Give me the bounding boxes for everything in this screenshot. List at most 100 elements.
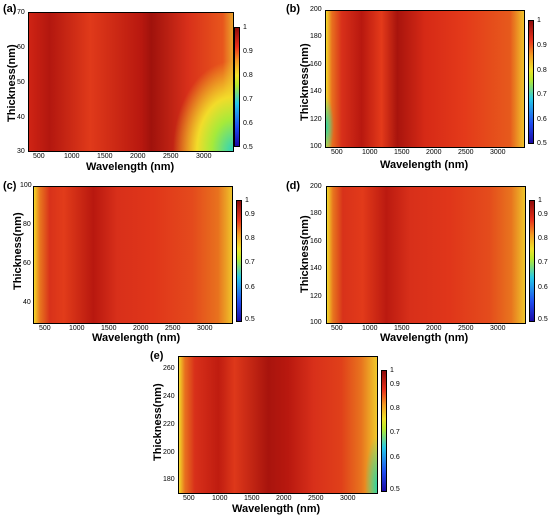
colorbar-tick: 1 xyxy=(245,197,249,204)
colorbar-tick: 0.5 xyxy=(243,144,253,151)
x-tick: 500 xyxy=(331,325,343,332)
x-axis-label: Wavelength (nm) xyxy=(380,159,469,171)
heatmap-e xyxy=(178,356,378,494)
colorbar-tick: 0.9 xyxy=(390,381,400,388)
y-tick: 160 xyxy=(310,61,322,68)
y-tick: 240 xyxy=(163,393,175,400)
y-tick: 200 xyxy=(310,183,322,190)
colorbar-tick: 0.7 xyxy=(537,91,547,98)
x-tick: 1000 xyxy=(64,153,80,160)
x-tick: 2500 xyxy=(458,149,474,156)
y-tick: 30 xyxy=(17,148,25,155)
panel-label: (b) xyxy=(286,3,301,15)
x-tick: 3000 xyxy=(196,153,212,160)
x-tick: 2000 xyxy=(133,325,149,332)
y-tick: 100 xyxy=(310,319,322,326)
colorbar-tick: 0.9 xyxy=(245,211,255,218)
colorbar-tick: 0.6 xyxy=(243,120,253,127)
colorbar-tick: 0.5 xyxy=(245,316,255,323)
x-tick: 2000 xyxy=(130,153,146,160)
x-axis-label: Wavelength (nm) xyxy=(86,161,175,173)
colorbar-tick: 0.7 xyxy=(538,259,548,266)
y-tick: 120 xyxy=(310,116,322,123)
x-tick: 1500 xyxy=(101,325,117,332)
y-tick: 120 xyxy=(310,293,322,300)
x-tick: 2000 xyxy=(426,325,442,332)
x-tick: 500 xyxy=(183,495,195,502)
y-tick: 40 xyxy=(23,299,31,306)
y-tick: 50 xyxy=(17,79,25,86)
x-tick: 2500 xyxy=(163,153,179,160)
x-tick: 1000 xyxy=(362,149,378,156)
y-tick: 100 xyxy=(20,182,32,189)
y-tick: 140 xyxy=(310,88,322,95)
y-tick: 180 xyxy=(310,33,322,40)
colorbar-tick: 1 xyxy=(243,24,247,31)
colorbar-tick: 0.5 xyxy=(390,486,400,493)
colorbar-tick: 1 xyxy=(538,197,542,204)
colorbar-tick: 0.5 xyxy=(538,316,548,323)
y-tick: 40 xyxy=(17,114,25,121)
colorbar-tick: 1 xyxy=(390,367,394,374)
colorbar-tick: 1 xyxy=(537,17,541,24)
heatmap-b xyxy=(325,10,525,148)
colorbar-tick: 0.5 xyxy=(537,140,547,147)
panel-label: (a) xyxy=(3,3,17,15)
y-tick: 60 xyxy=(17,44,25,51)
x-tick: 2500 xyxy=(458,325,474,332)
y-axis-label: Thickness(nm) xyxy=(299,215,311,293)
colorbar-tick: 0.6 xyxy=(537,116,547,123)
x-tick: 1000 xyxy=(212,495,228,502)
colorbar xyxy=(381,370,387,492)
y-tick: 220 xyxy=(163,421,175,428)
y-tick: 260 xyxy=(163,365,175,372)
panel-label: (e) xyxy=(150,350,164,362)
y-tick: 200 xyxy=(163,449,175,456)
colorbar-tick: 0.8 xyxy=(538,235,548,242)
colorbar xyxy=(528,20,534,144)
colorbar xyxy=(236,200,242,322)
x-tick: 1500 xyxy=(394,325,410,332)
colorbar-tick: 0.7 xyxy=(245,259,255,266)
x-axis-label: Wavelength (nm) xyxy=(380,332,469,344)
x-axis-label: Wavelength (nm) xyxy=(92,332,181,344)
colorbar-tick: 0.7 xyxy=(243,96,253,103)
y-tick: 180 xyxy=(163,476,175,483)
x-tick: 3000 xyxy=(340,495,356,502)
y-tick: 180 xyxy=(310,210,322,217)
x-tick: 1500 xyxy=(244,495,260,502)
x-tick: 1000 xyxy=(69,325,85,332)
y-tick: 200 xyxy=(310,6,322,13)
x-tick: 2000 xyxy=(276,495,292,502)
colorbar-tick: 0.9 xyxy=(537,42,547,49)
heatmap-c xyxy=(33,186,233,324)
x-tick: 2000 xyxy=(426,149,442,156)
panel-label: (c) xyxy=(3,180,17,192)
y-tick: 70 xyxy=(17,9,25,16)
x-tick: 500 xyxy=(331,149,343,156)
x-tick: 1000 xyxy=(362,325,378,332)
x-tick: 3000 xyxy=(490,325,506,332)
x-tick: 2500 xyxy=(165,325,181,332)
x-axis-label: Wavelength (nm) xyxy=(232,503,321,515)
colorbar-tick: 0.8 xyxy=(390,405,400,412)
x-tick: 1500 xyxy=(394,149,410,156)
y-tick: 80 xyxy=(23,221,31,228)
colorbar-tick: 0.7 xyxy=(390,429,400,436)
x-tick: 2500 xyxy=(308,495,324,502)
colorbar-tick: 0.9 xyxy=(243,48,253,55)
colorbar xyxy=(529,200,535,322)
y-tick: 140 xyxy=(310,265,322,272)
heatmap-a xyxy=(28,12,234,152)
y-tick: 160 xyxy=(310,238,322,245)
y-tick: 100 xyxy=(310,143,322,150)
x-tick: 3000 xyxy=(197,325,213,332)
x-tick: 500 xyxy=(33,153,45,160)
colorbar-tick: 0.8 xyxy=(537,67,547,74)
x-tick: 1500 xyxy=(97,153,113,160)
x-tick: 500 xyxy=(39,325,51,332)
colorbar-tick: 0.6 xyxy=(245,284,255,291)
colorbar-tick: 0.8 xyxy=(245,235,255,242)
colorbar-tick: 0.8 xyxy=(243,72,253,79)
colorbar-tick: 0.9 xyxy=(538,211,548,218)
